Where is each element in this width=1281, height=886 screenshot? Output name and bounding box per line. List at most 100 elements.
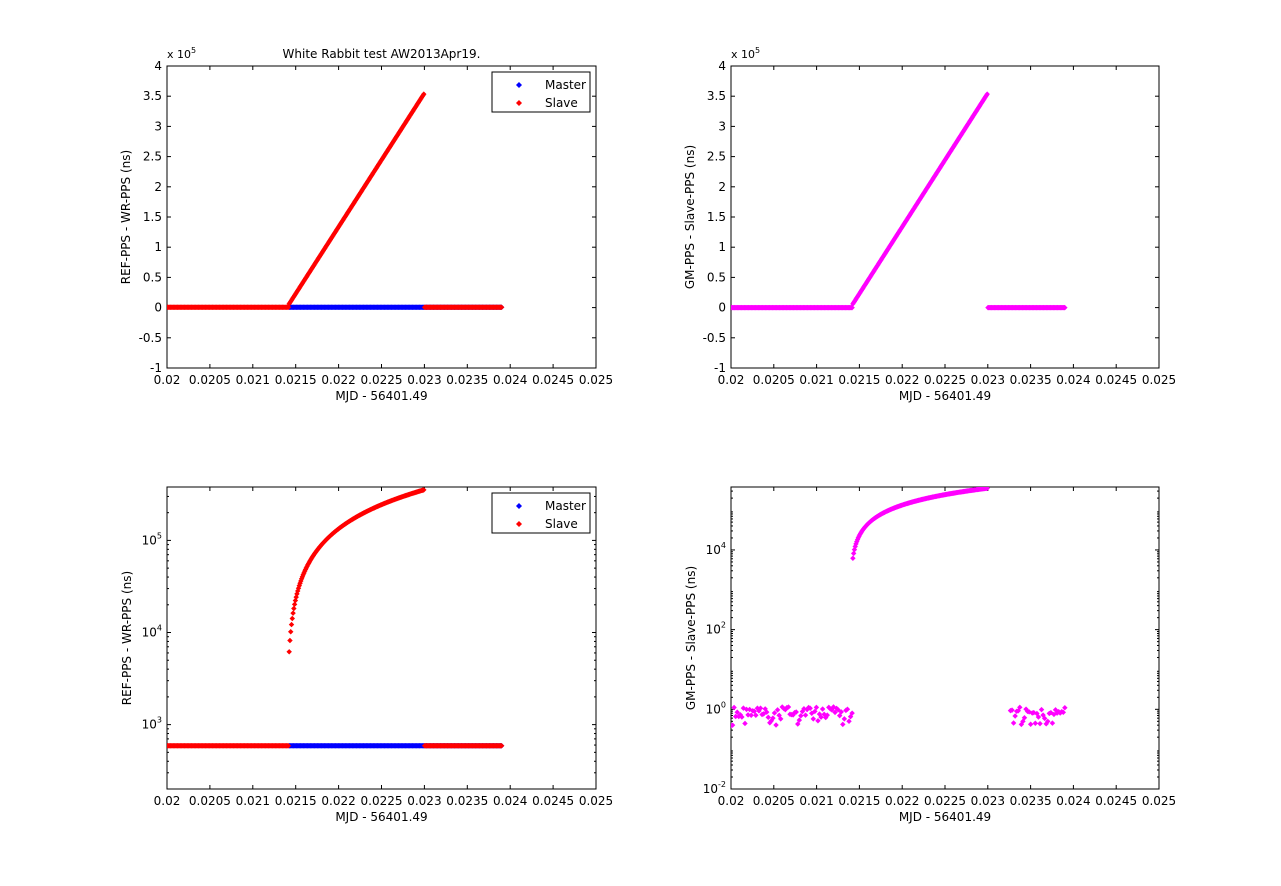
series-marker (1038, 706, 1045, 713)
legend-label: Master (545, 499, 586, 513)
series-marker (776, 712, 782, 719)
y-tick-label: 0 (154, 301, 162, 315)
series-marker (815, 718, 821, 724)
series-marker (1045, 718, 1051, 725)
series-marker (818, 714, 824, 720)
slave-marker (421, 487, 427, 493)
series-marker (850, 550, 857, 557)
series-marker (1049, 720, 1056, 726)
series-marker (1041, 715, 1048, 722)
y-multiplier: x 105 (731, 46, 760, 61)
series-marker (844, 706, 851, 712)
subplot-3: 0.02 0.0205 0.021 0.0215 0.022 0.0225 0.023 0.0… (120, 486, 613, 824)
x-tick-label: 0.024 (493, 794, 527, 808)
x-tick-label: 0.021 (236, 373, 270, 387)
subplot-1: 0.02 0.0205 0.021 0.0215 0.022 0.0225 0.023 0.0… (119, 46, 613, 403)
series-marker (801, 706, 807, 712)
legend: Master Slave (491, 492, 591, 534)
legend-label: Slave (545, 517, 578, 531)
x-tick-label: 0.022 (321, 373, 355, 387)
series-marker (984, 91, 990, 97)
legend-marker (515, 520, 523, 528)
series-marker (824, 712, 830, 718)
plot-area (731, 487, 1068, 729)
y-tick-label: 104 (142, 624, 162, 640)
slave-marker (287, 637, 293, 644)
y-tick-label: 2 (718, 180, 726, 194)
series-marker (753, 712, 759, 718)
slave-marker (291, 605, 297, 612)
x-tick-label: 0.0205 (753, 373, 795, 387)
series-marker (785, 704, 792, 710)
series-marker (742, 720, 748, 727)
x-tick-label: 0.0245 (1095, 373, 1137, 387)
series-marker (770, 715, 776, 721)
legend-label: Slave (545, 96, 578, 110)
slave-marker (294, 591, 300, 597)
chart-title: White Rabbit test AW2013Apr19. (283, 47, 481, 61)
x-tick-label: 0.0235 (1010, 373, 1052, 387)
x-axis-label: MJD - 56401.49 (335, 389, 427, 403)
x-tick-label: 0.021 (799, 373, 833, 387)
y-tick-label: 1 (154, 240, 162, 254)
slave-marker (289, 615, 296, 622)
x-tick-label: 0.022 (885, 794, 919, 808)
x-axis-label: MJD - 56401.49 (899, 389, 991, 403)
plot-area (167, 487, 505, 749)
x-tick-label: 0.0215 (838, 373, 880, 387)
y-tick-label: 4 (154, 59, 162, 73)
series-marker (1031, 709, 1037, 716)
y-tick-label: -0.5 (703, 331, 726, 345)
y-tick-label: 4 (718, 59, 726, 73)
x-tick-label: 0.025 (1142, 794, 1176, 808)
series-marker (835, 707, 841, 713)
y-tick-label: 1 (718, 240, 726, 254)
series-marker (763, 709, 770, 715)
series-marker (757, 705, 764, 711)
series-marker (836, 712, 843, 719)
series-marker (1009, 707, 1015, 713)
series-marker (807, 705, 813, 712)
series-marker (1026, 709, 1032, 715)
series-marker (1035, 714, 1042, 720)
x-tick-label: 0.025 (579, 794, 613, 808)
y-tick-label: 10-2 (703, 780, 726, 796)
x-tick-label: 0.022 (885, 373, 919, 387)
x-tick-label: 0.02 (718, 794, 745, 808)
axes-frame (166, 65, 597, 369)
subplot-4: 0.02 0.0205 0.021 0.0215 0.022 0.0225 0.023 0.0… (684, 486, 1176, 824)
legend-box (491, 71, 591, 113)
series-marker (846, 718, 852, 724)
y-axis-label: REF-PPS - WR-PPS (ns) (120, 571, 134, 705)
x-tick-label: 0.025 (1142, 373, 1176, 387)
x-tick-label: 0.0205 (753, 794, 795, 808)
series-marker (793, 709, 799, 715)
series-marker (849, 304, 855, 311)
legend-box (491, 492, 591, 534)
axes-frame (730, 486, 1160, 790)
slave-marker (288, 629, 294, 635)
subplot-2: 0.02 0.0205 0.021 0.0215 0.022 0.0225 0.023 0.0… (683, 46, 1176, 403)
y-tick-label: 2.5 (707, 150, 726, 164)
series-marker (1062, 704, 1068, 711)
legend-marker (515, 502, 523, 510)
series-marker (777, 716, 784, 722)
series-marker (802, 712, 809, 718)
axes-frame (730, 65, 1160, 369)
series-marker (1032, 720, 1039, 726)
y-tick-label: 1.5 (707, 210, 726, 224)
series-marker (1048, 709, 1054, 716)
series-marker (773, 722, 779, 728)
legend-label: Master (545, 78, 586, 92)
series-marker (1037, 720, 1043, 727)
x-tick-label: 0.02 (718, 373, 745, 387)
slave-marker (498, 304, 505, 310)
series-marker (751, 708, 758, 715)
plot-area (167, 91, 505, 310)
slave-marker (498, 743, 505, 749)
series-marker (765, 714, 771, 721)
slave-marker (421, 91, 427, 97)
y-multiplier: x 105 (167, 46, 196, 61)
series-marker (1060, 709, 1067, 716)
